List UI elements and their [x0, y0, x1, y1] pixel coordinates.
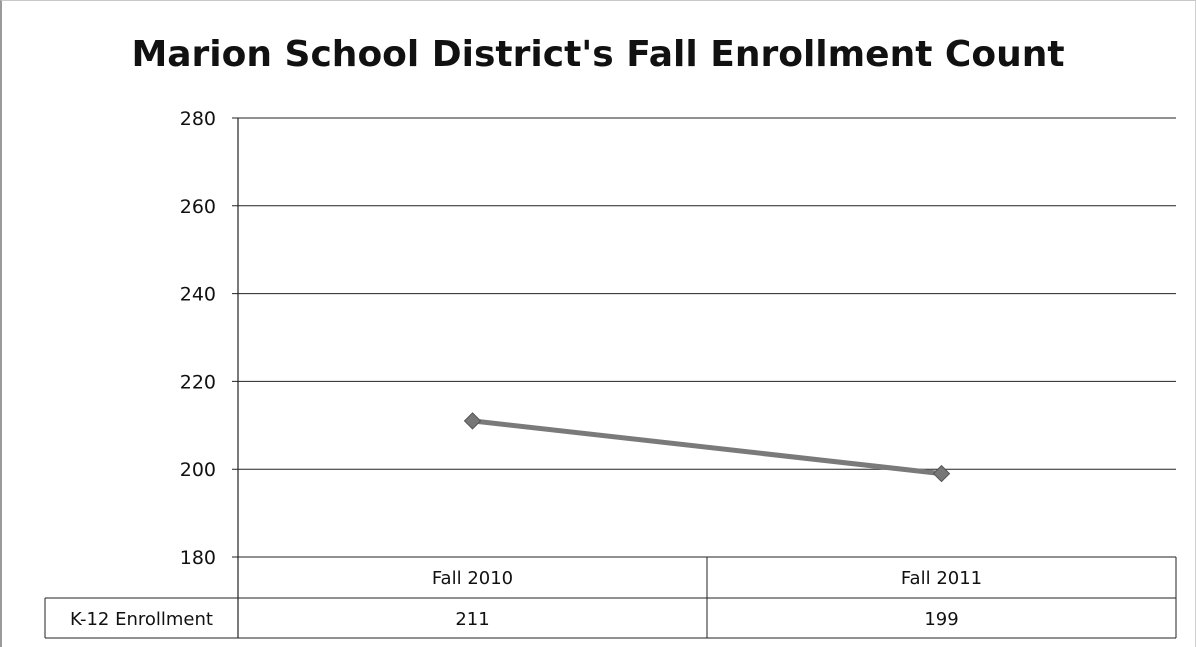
gridlines: [232, 117, 1176, 638]
data-point-marker: [463, 412, 482, 430]
y-tick-labels: 280 260 240 220 200 180: [180, 108, 216, 569]
y-tick-label: 220: [180, 371, 216, 393]
table-value: 199: [924, 609, 958, 630]
y-tick-label: 280: [180, 108, 216, 130]
y-tick-label: 260: [180, 196, 216, 218]
data-table: Fall 2010 Fall 2011 K-12 Enrollment 211 199: [44, 557, 1177, 639]
table-series-name: K-12 Enrollment: [70, 609, 213, 630]
series-line: [470, 418, 944, 477]
chart-title: Marion School District's Fall Enrollment…: [131, 34, 1065, 75]
y-tick-label: 180: [180, 547, 216, 569]
x-category-label: Fall 2011: [901, 568, 982, 589]
y-tick-label: 200: [180, 459, 216, 481]
data-point-marker: [932, 464, 951, 483]
series-k12-enrollment: [463, 412, 951, 483]
table-value: 211: [455, 609, 489, 630]
y-tick-label: 240: [180, 284, 216, 306]
x-category-label: Fall 2010: [432, 568, 513, 589]
